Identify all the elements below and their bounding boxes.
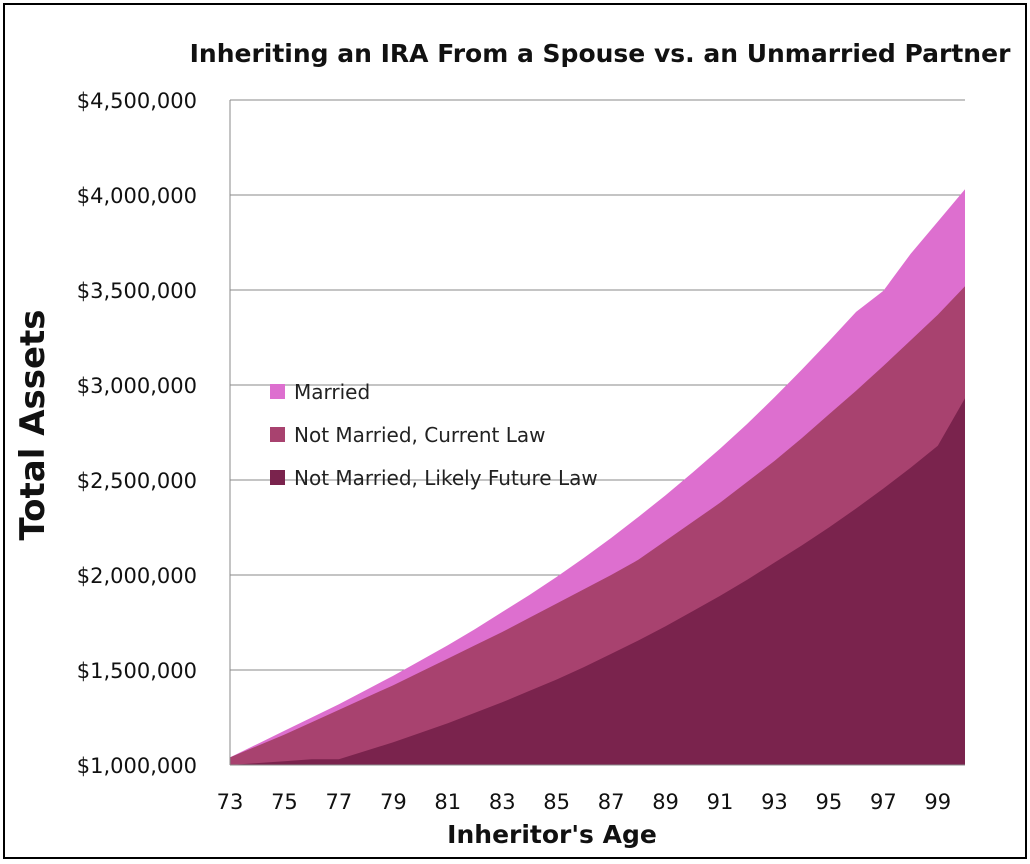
x-tick-label-3: 79 [380, 790, 407, 814]
y-tick-label-6: $4,000,000 [77, 184, 197, 208]
legend: Married Not Married, Current Law Not Marri… [270, 380, 598, 490]
x-tick-label-2: 77 [326, 790, 353, 814]
y-tick-label-4: $3,000,000 [77, 374, 197, 398]
series-areas [230, 189, 965, 766]
x-tick-label-12: 97 [870, 790, 897, 814]
x-tick-label-0: 73 [217, 790, 244, 814]
chart-title: Inheriting an IRA From a Spouse vs. an U… [190, 39, 1011, 68]
x-tick-label-1: 75 [271, 790, 298, 814]
y-tick-label-0: $1,000,000 [77, 754, 197, 778]
axes [229, 100, 965, 766]
x-tick-label-4: 81 [434, 790, 461, 814]
x-tick-label-10: 93 [761, 790, 788, 814]
y-tick-label-2: $2,000,000 [77, 564, 197, 588]
legend-label-1: Married [294, 380, 370, 404]
y-tick-label-5: $3,500,000 [77, 279, 197, 303]
y-axis-label: Total Assets [13, 309, 53, 540]
x-tick-label-8: 89 [652, 790, 679, 814]
y-tick-label-3: $2,500,000 [77, 469, 197, 493]
x-tick-label-6: 85 [543, 790, 570, 814]
y-tick-label-7: $4,500,000 [77, 89, 197, 113]
y-tick-label-1: $1,500,000 [77, 659, 197, 683]
legend-label-3: Not Married, Likely Future Law [294, 466, 598, 490]
x-tick-label-5: 83 [489, 790, 516, 814]
x-tick-label-7: 87 [598, 790, 625, 814]
x-tick-label-13: 99 [924, 790, 951, 814]
x-tick-labels: 73 75 77 79 81 83 85 87 89 91 93 95 97 99 [217, 790, 952, 814]
legend-swatch-2 [270, 427, 285, 442]
x-axis-label: Inheritor's Age [447, 820, 657, 849]
area-series-3 [230, 398, 965, 765]
legend-swatch-1 [270, 384, 285, 399]
legend-label-2: Not Married, Current Law [294, 423, 546, 447]
x-tick-label-9: 91 [707, 790, 734, 814]
y-tick-labels: $1,000,000 $1,500,000 $2,000,000 $2,500,000… [77, 89, 197, 778]
x-tick-label-11: 95 [816, 790, 843, 814]
legend-swatch-3 [270, 470, 285, 485]
